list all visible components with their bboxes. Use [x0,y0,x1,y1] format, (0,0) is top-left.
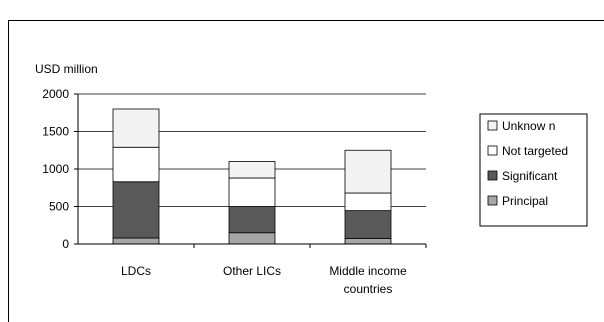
bar-segment-not-targeted [344,192,392,212]
y-tick-label: 1000 [42,162,69,176]
bar-segment-principal [344,237,392,245]
legend-label: Principal [502,194,548,208]
bar-segment-unknow-n [344,149,392,194]
legend-swatch [487,170,498,181]
y-tick-label: 500 [49,200,69,214]
legend-swatch [487,195,498,206]
legend-label: Unknow n [502,119,555,133]
y-tick-label: 1500 [42,125,69,139]
legend-label: Significant [502,169,558,183]
y-tick-label: 2000 [42,87,69,101]
bar-segment-significant [228,206,276,234]
bar-segment-significant [112,181,160,239]
x-category-label: countries [344,282,393,296]
x-category-label: Middle income [329,264,407,278]
legend-swatch [487,120,498,131]
x-category-label: LDCs [121,264,151,278]
legend: Unknow n Not targeted Significant Principal [479,113,588,227]
bar-segment-unknow-n [228,161,276,179]
bar-segment-not-targeted [112,146,160,183]
bar-segment-not-targeted [228,177,276,207]
x-category-label: Other LICs [223,264,281,278]
legend-swatch [487,145,498,156]
bar-segment-significant [344,210,392,239]
bar-segment-principal [228,232,276,245]
legend-label: Not targeted [502,144,568,158]
legend-box [479,113,588,227]
bar-segment-unknow-n [112,108,160,148]
bar-segment-principal [112,237,160,245]
y-tick-label: 0 [62,237,69,251]
y-axis-label: USD million [35,62,98,76]
